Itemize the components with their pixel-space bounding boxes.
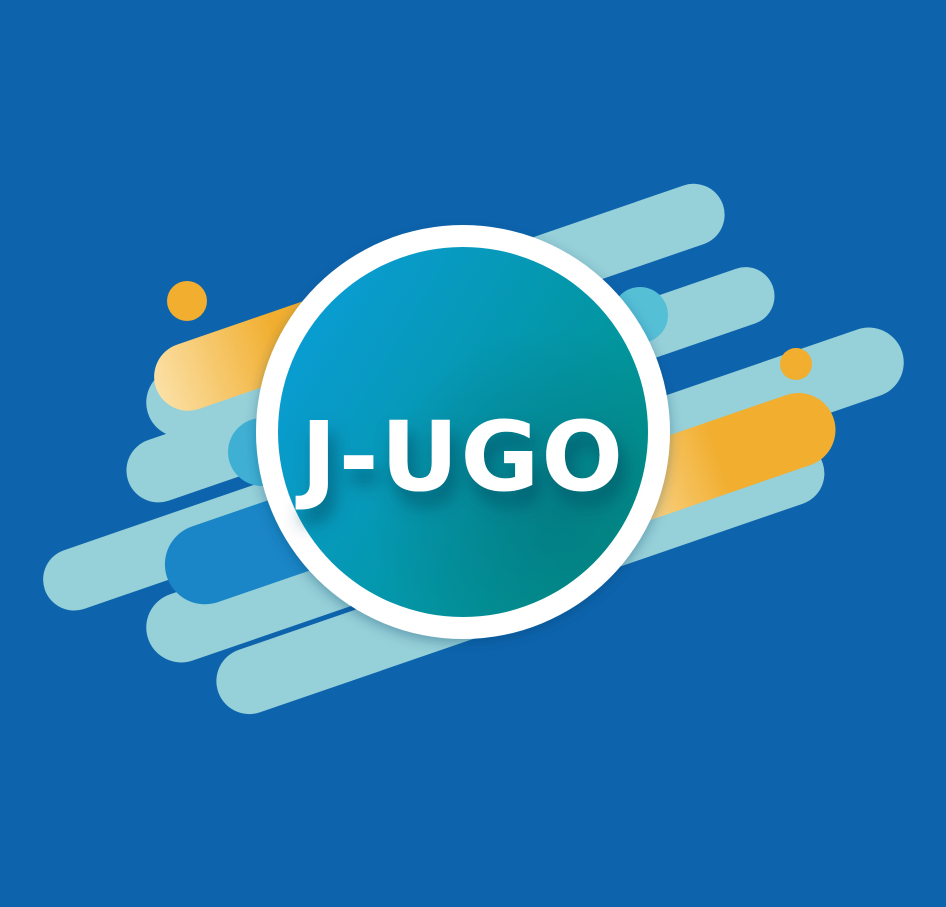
- circle-shade: [278, 247, 648, 617]
- orange-dot-left: [167, 281, 207, 321]
- streak-orange-right: [604, 392, 836, 522]
- logo-text: J-UGO: [295, 401, 625, 513]
- orange-dot-right: [780, 348, 812, 380]
